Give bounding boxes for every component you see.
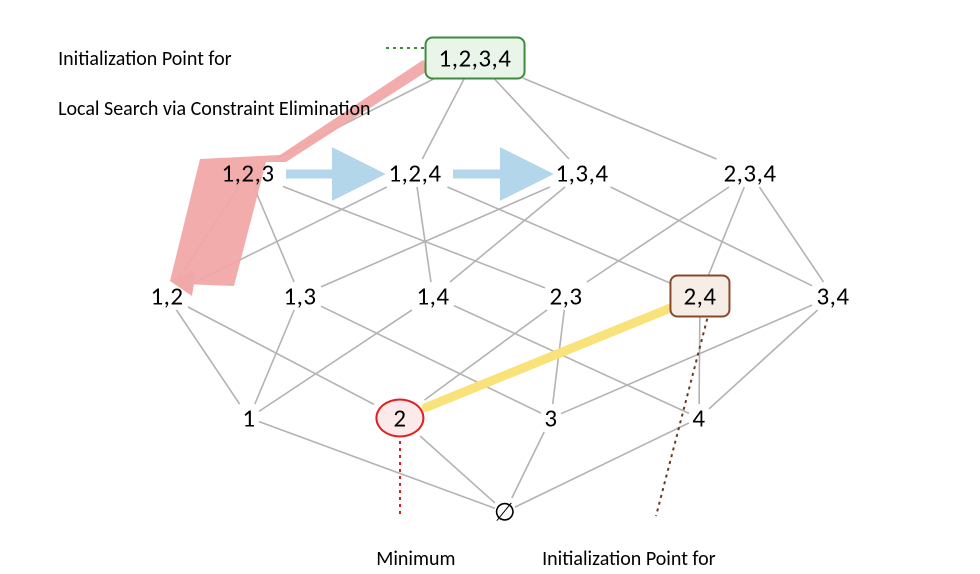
node-label: 1,2,3,4 — [439, 43, 512, 74]
label-line: Minimum — [376, 547, 455, 571]
label-init-safe-min: Initialization Point for Local Search af… — [524, 522, 835, 574]
node-label: 1,2 — [150, 281, 183, 312]
lattice-diagram: 1,2,3,4 1,2,3 1,2,4 1,3,4 2,3,4 1,2 1,3 … — [0, 0, 980, 574]
node-label: 3 — [544, 403, 557, 434]
node-3: 3 — [544, 403, 557, 434]
node-2: 2 — [375, 399, 424, 438]
node-14: 1,4 — [416, 281, 449, 312]
node-4: 4 — [692, 403, 705, 434]
node-label: 1,2,3 — [222, 158, 275, 189]
node-123: 1,2,3 — [222, 158, 275, 189]
node-23: 2,3 — [549, 281, 582, 312]
node-1: 1 — [242, 403, 255, 434]
node-12: 1,2 — [150, 281, 183, 312]
node-label: 2 — [393, 403, 406, 434]
label-line: Local Search via Constraint Elimination — [58, 97, 370, 121]
node-label: 1,4 — [416, 281, 449, 312]
node-label: 3,4 — [816, 281, 849, 312]
node-label: 2,3,4 — [724, 158, 777, 189]
node-234: 2,3,4 — [724, 158, 777, 189]
node-label: 2,3 — [549, 281, 582, 312]
node-34: 3,4 — [816, 281, 849, 312]
label-line: Initialization Point for — [542, 547, 716, 571]
label-init-constraint-elim: Initialization Point for Local Search vi… — [40, 22, 371, 147]
label-line: Initialization Point for — [58, 47, 232, 71]
node-1234: 1,2,3,4 — [425, 37, 526, 80]
node-124: 1,2,4 — [389, 158, 442, 189]
node-13: 1,3 — [283, 281, 316, 312]
node-134: 1,3,4 — [556, 158, 609, 189]
node-label: 4 — [692, 403, 705, 434]
node-label: 1,3,4 — [556, 158, 609, 189]
label-min-unsat-subset: Minimum Unsatisfiable Subset — [316, 522, 498, 574]
node-label: 1 — [242, 403, 255, 434]
node-label: 1,2,4 — [389, 158, 442, 189]
node-label: 2,4 — [683, 281, 716, 312]
node-24: 2,4 — [669, 275, 730, 318]
node-label: 1,3 — [283, 281, 316, 312]
